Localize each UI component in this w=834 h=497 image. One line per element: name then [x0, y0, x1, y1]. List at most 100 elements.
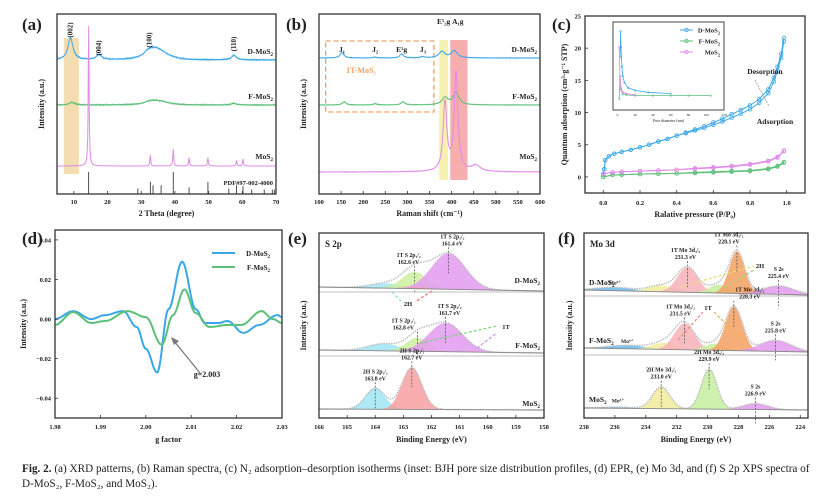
- inset-x-tick-label: 0: [617, 113, 619, 117]
- inset-point: [626, 86, 630, 89]
- x-tick-label: 350: [425, 199, 435, 206]
- arrow-2h-green: [724, 269, 755, 288]
- data-point: [775, 64, 780, 70]
- data-point: [606, 154, 612, 159]
- caption-label: Fig. 2.: [22, 463, 52, 475]
- arrow-1t-green: [419, 325, 498, 344]
- peak-component-label: 1T Mo 3d₅/₂: [735, 288, 764, 294]
- inset-x-tick-label: 100: [704, 113, 710, 117]
- panel-label: (a): [22, 15, 42, 34]
- peak-label: (110): [230, 36, 238, 51]
- x-tick-label: 224: [795, 424, 806, 431]
- xps-baseline: [318, 349, 545, 354]
- mode-label: J₂: [372, 45, 379, 54]
- x-axis-label: Binding Energy (eV): [661, 435, 732, 444]
- peak-component-label: S 2s: [751, 385, 762, 391]
- y-tick-label: 20: [575, 46, 582, 53]
- peak-energy-label: 225.4 eV: [768, 274, 790, 280]
- data-point: [637, 168, 643, 174]
- peak-component-label: 2H Mo 3d₃/₂: [646, 368, 676, 374]
- data-point: [656, 139, 661, 144]
- arrow-2h-red: [414, 290, 433, 303]
- peak-component-label: 1T S 2p₃/₂: [440, 234, 464, 240]
- xrd-line-1: [56, 98, 276, 107]
- data-point: [602, 157, 608, 163]
- isotherm-desorption-0: [602, 37, 785, 176]
- x-tick-label: 166: [314, 424, 325, 431]
- box-1t-label: 1T-MoS₂: [346, 66, 376, 75]
- inset-point: [619, 30, 622, 33]
- x-tick-label: 200: [358, 199, 368, 206]
- x-tick-label: 2.01: [186, 424, 197, 431]
- xps-component-peak: [584, 340, 808, 352]
- inset-point: [621, 91, 624, 94]
- x-tick-label: 158: [539, 424, 550, 431]
- data-point: [701, 124, 707, 129]
- raman-line-1: [319, 91, 540, 107]
- panel-b-raman: (b) 1T-MoS₂ D-MoS2 F-MoS2 MoS2 J₁ J₂ E¹g J₃ E¹₂g A…: [286, 13, 545, 218]
- x-tick-label: 159: [511, 424, 522, 431]
- arrow-head: [171, 337, 179, 345]
- peak-energy-label: 228.3 eV: [739, 295, 761, 301]
- inset-point: [620, 65, 624, 68]
- y-tick-label: 0.00: [40, 317, 51, 324]
- x-tick-label: 228: [734, 424, 745, 431]
- data-point: [656, 168, 661, 173]
- data-point: [610, 170, 615, 175]
- x-tick-label: 0.8: [746, 200, 755, 207]
- data-point: [766, 166, 771, 171]
- xps-component-peak: [584, 323, 808, 352]
- isotherm-desorption-2: [603, 150, 785, 175]
- peak-component-label: 1T Mo 3d₅/₂: [714, 232, 743, 238]
- adsorption-label: Adsorption: [757, 117, 794, 126]
- peak-component-label: 1T S 2p₁/₂: [391, 319, 415, 325]
- inset-line-0: [619, 31, 671, 94]
- y-axis-label: Quantum adsorption (cm³·g⁻¹ STP): [560, 43, 569, 165]
- panel-title: Mo 3d: [590, 239, 615, 249]
- data-point: [674, 133, 679, 138]
- y-tick-label: 5: [578, 142, 582, 149]
- x-tick-label: 250: [380, 199, 390, 206]
- plot-frame: [583, 232, 809, 419]
- data-point: [771, 75, 777, 80]
- xps-component-peak: [584, 285, 808, 295]
- mode-label: J₁: [339, 45, 345, 54]
- peak-energy-label: 162.8 eV: [393, 326, 415, 332]
- series-label: F-MoS2: [699, 39, 721, 47]
- data-point: [747, 168, 753, 173]
- panel-label: (c): [552, 15, 571, 34]
- peak-energy-label: 231.3 eV: [675, 255, 697, 261]
- data-point: [775, 154, 780, 160]
- panel-label: (f): [558, 229, 575, 248]
- x-tick-label: 20: [104, 199, 111, 206]
- mo6-label: Mo⁶⁺: [612, 398, 625, 404]
- xps-component-peak: [319, 367, 544, 410]
- peak-label: (100): [146, 32, 154, 48]
- data-point: [766, 158, 771, 164]
- x-tick-label: 100: [314, 199, 324, 206]
- panel-a-xrd: (a) D-MoS2 F-MoS2 MoS2 PDF#97-002-4000 (002) (…: [22, 13, 279, 218]
- inset-line-2: [618, 47, 636, 96]
- series-label: D-MoS2: [698, 28, 721, 36]
- x-tick-label: 160: [483, 424, 493, 431]
- box-1t-region: [324, 40, 435, 113]
- data-point: [781, 35, 787, 41]
- data-point: [602, 166, 607, 172]
- x-tick-label: 161: [455, 424, 465, 431]
- series-label: MoS2: [589, 395, 607, 406]
- data-point: [711, 165, 716, 170]
- y-tick-label: 10: [575, 110, 582, 117]
- legend-marker: [684, 49, 689, 55]
- caption-text: (a) XRD patterns, (b) Raman spectra, (c)…: [22, 463, 810, 490]
- highlight-band-002: [63, 38, 79, 174]
- legend-marker: [684, 38, 689, 44]
- x-tick-label: 2.03: [276, 424, 288, 431]
- inset-bjh: 0 20 40 60 80 100 120 Pore diameter (nm) D-MoS2 F…: [612, 21, 727, 123]
- inset-x-tick-label: 60: [669, 113, 673, 117]
- data-point: [683, 130, 689, 135]
- mode-label: J₃: [420, 45, 427, 54]
- y-tick-label: 0.04: [40, 237, 52, 244]
- peak-component-label: 1T S 2p₃/₂: [438, 304, 462, 310]
- xps-baseline: [583, 289, 809, 296]
